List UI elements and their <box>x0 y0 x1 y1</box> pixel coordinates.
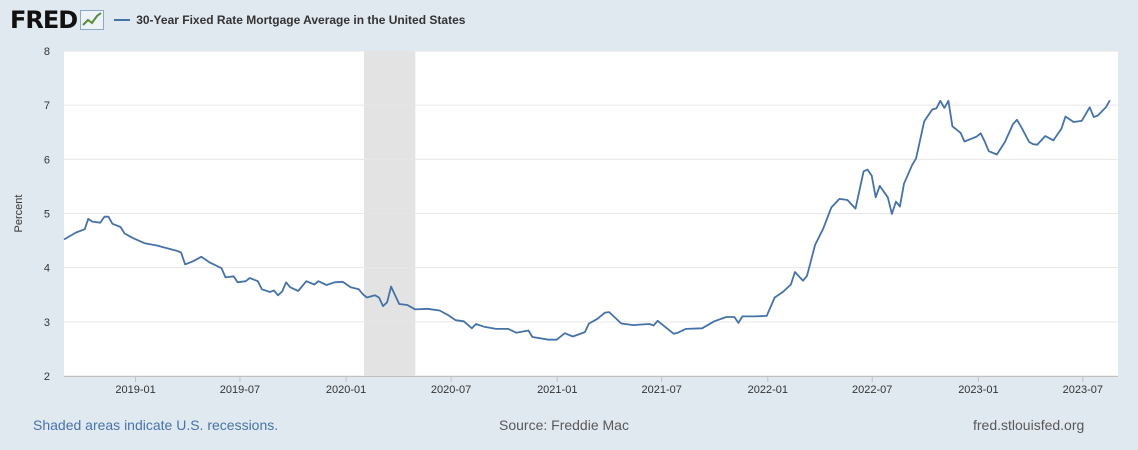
y-tick-label: 2 <box>44 371 50 383</box>
x-tick-label: 2022-01 <box>748 384 788 396</box>
x-tick-label: 2019-01 <box>115 384 155 396</box>
chart-trend-icon <box>80 10 105 30</box>
y-tick-label: 3 <box>44 317 50 329</box>
fred-logo[interactable]: FRED <box>10 6 78 34</box>
plot-area <box>64 51 1118 376</box>
chart-header: FRED 30-Year Fixed Rate Mortgage Average… <box>10 6 465 34</box>
series-line <box>63 99 1111 341</box>
recession-shading <box>363 51 416 376</box>
x-tick-label: 2021-01 <box>537 384 577 396</box>
y-tick-label: 8 <box>44 46 50 58</box>
x-tick-label: 2019-07 <box>220 384 260 396</box>
x-tick-label: 2023-01 <box>958 384 998 396</box>
x-tick-label: 2023-07 <box>1063 384 1103 396</box>
y-tick-label: 7 <box>44 100 50 112</box>
source-note: Source: Freddie Mac <box>499 417 629 433</box>
x-tick-label: 2022-07 <box>852 384 892 396</box>
series-title[interactable]: 30-Year Fixed Rate Mortgage Average in t… <box>136 13 466 27</box>
site-link[interactable]: fred.stlouisfed.org <box>973 417 1085 433</box>
y-tick-label: 4 <box>44 263 50 275</box>
x-tick-label: 2020-01 <box>326 384 366 396</box>
x-tick-label: 2020-07 <box>431 384 471 396</box>
legend-swatch <box>114 19 131 21</box>
x-tick-label: 2021-07 <box>641 384 681 396</box>
y-tick-label: 6 <box>44 154 50 166</box>
recession-note[interactable]: Shaded areas indicate U.S. recessions. <box>33 417 279 433</box>
y-tick-label: 5 <box>44 209 50 221</box>
y-axis-label: Percent <box>13 195 25 233</box>
